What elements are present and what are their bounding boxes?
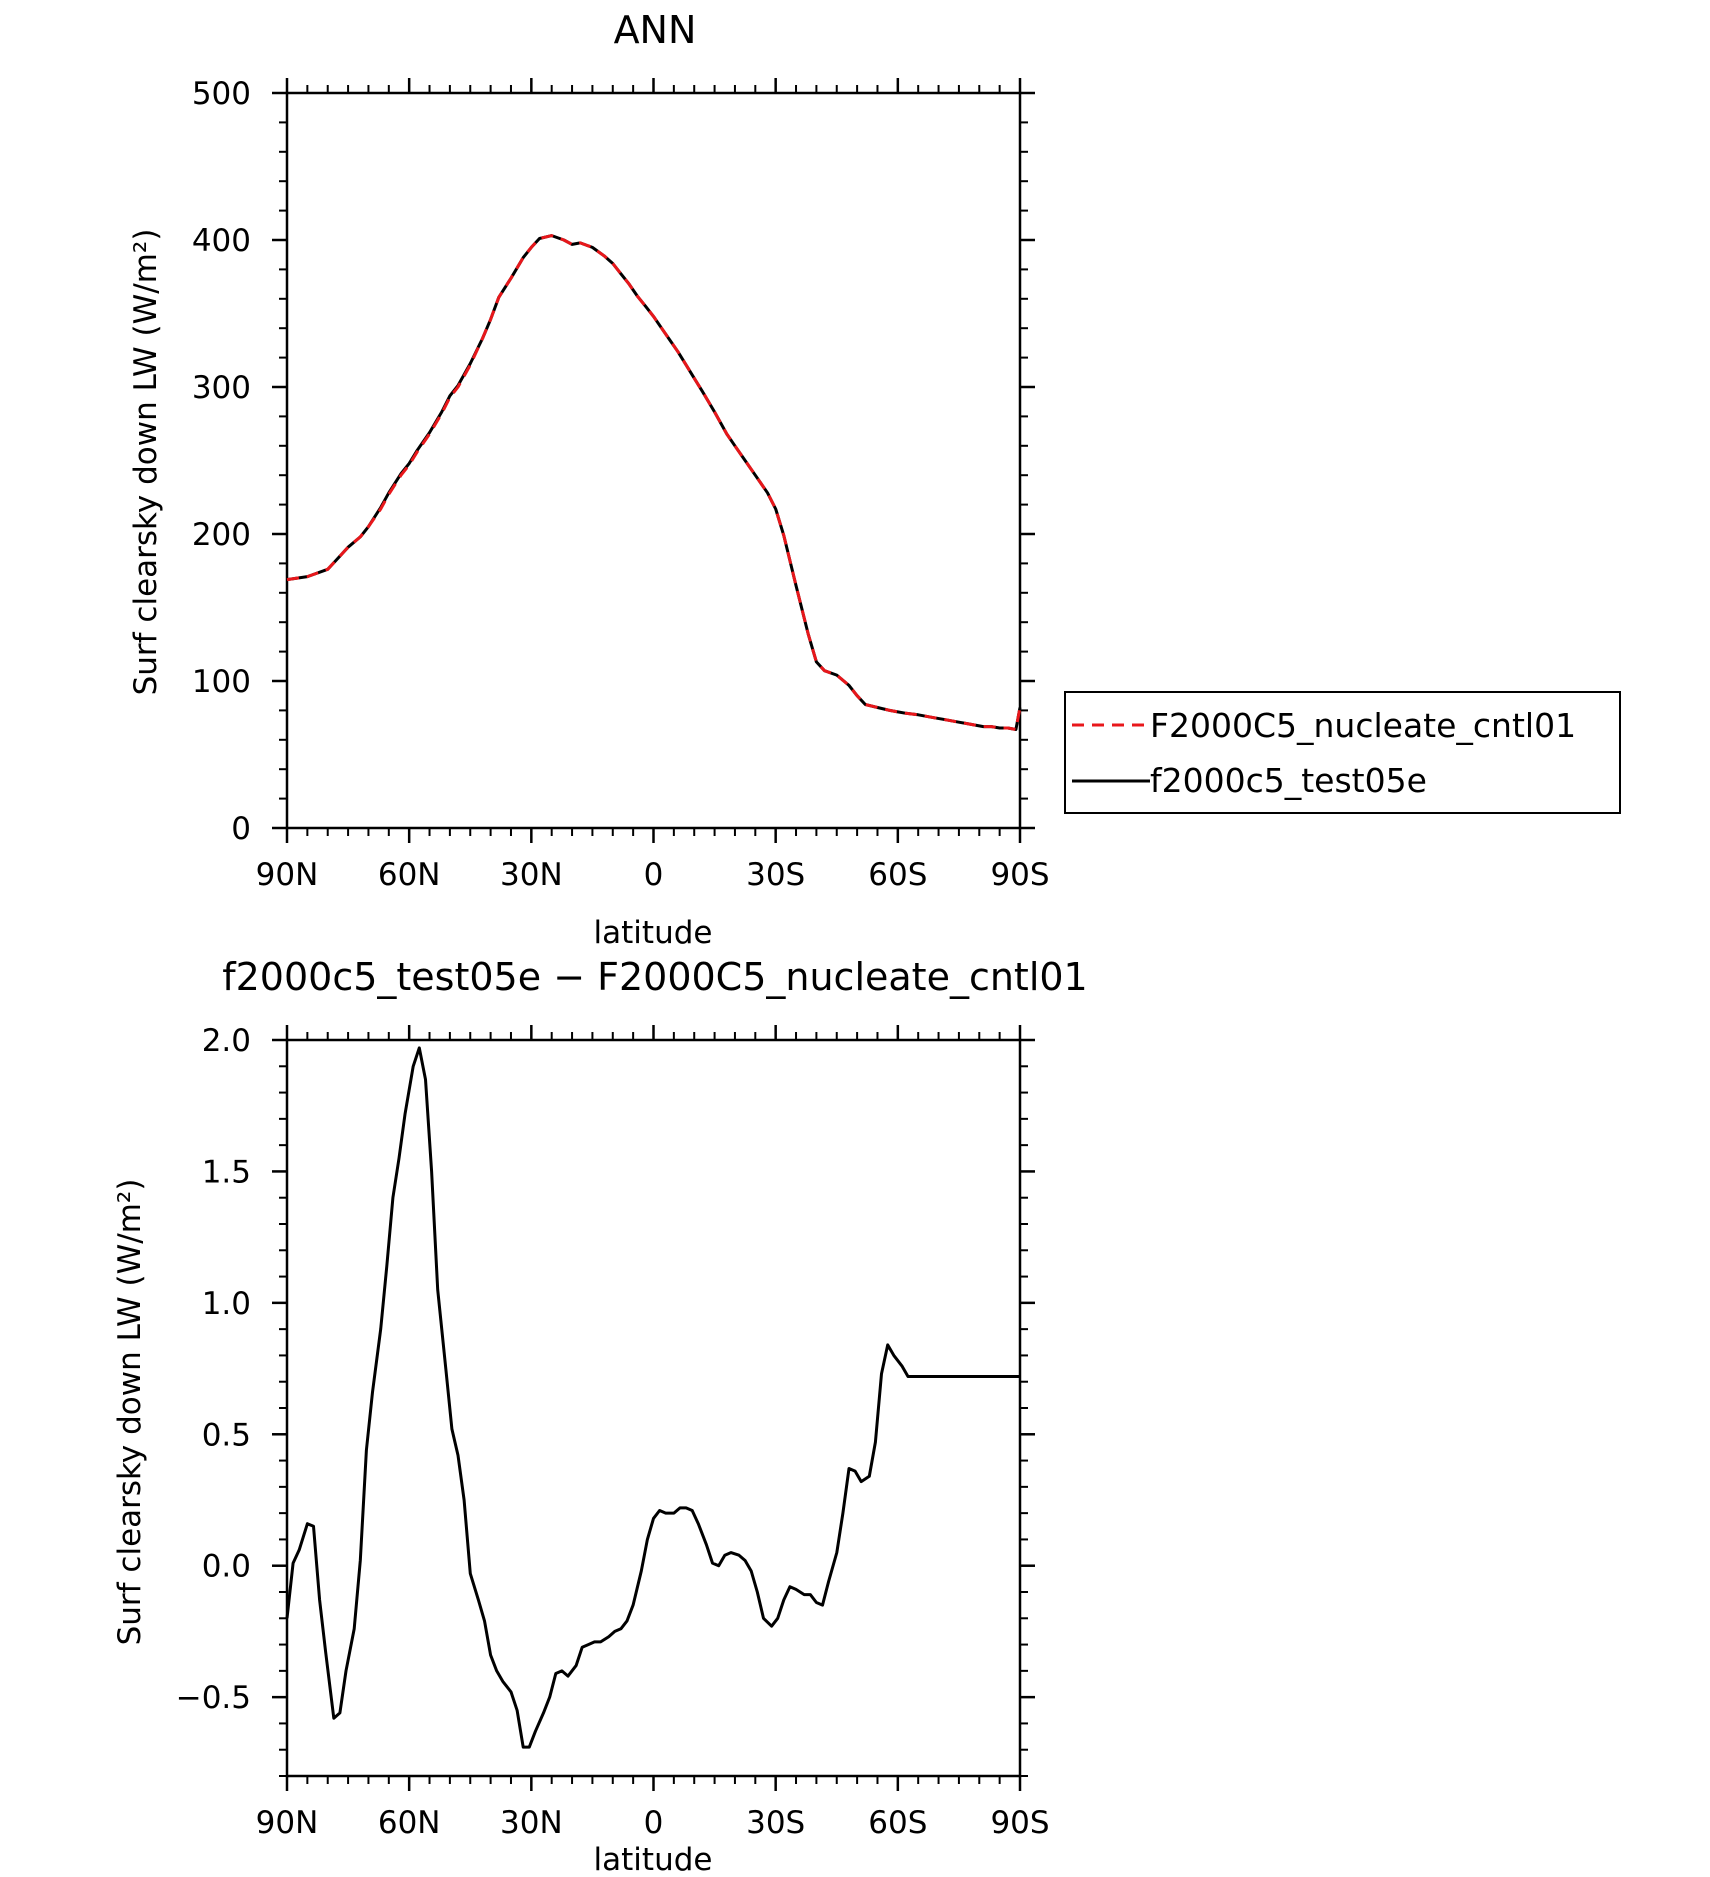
bottom-x-axis-label: latitude — [594, 1842, 713, 1877]
bottom-x-tick-label: 30S — [746, 1805, 805, 1841]
top-y-tick-label: 300 — [192, 370, 251, 406]
top-x-axis-label: latitude — [594, 915, 713, 951]
top-chart-title: ANN — [614, 8, 697, 52]
legend-box — [1064, 691, 1621, 814]
bottom-y-tick-label: −0.5 — [176, 1680, 251, 1716]
bottom-x-tick-label: 0 — [644, 1805, 664, 1841]
bottom-panel: f2000c5_test05e − F2000C5_nucleate_cntl0… — [112, 955, 1088, 1877]
legend-entry-test05e: f2000c5_test05e — [1150, 761, 1427, 800]
bottom-plot-frame — [285, 1038, 1022, 1778]
top-x-tick-label: 0 — [644, 857, 664, 893]
top-x-tick-label: 60N — [378, 857, 441, 893]
top-series-line-1 — [286, 234, 1022, 731]
top-x-tick-label: 30S — [746, 857, 805, 893]
bottom-ticks: 90N 60N 30N 0 30S 60S 90S −0.5 0.0 0.5 1.0 1.5 2.0 — [176, 1023, 1050, 1841]
bottom-x-tick-label: 90S — [990, 1805, 1049, 1841]
bottom-y-tick-label: 1.5 — [202, 1154, 251, 1190]
legend: F2000C5_nucleate_cntl01 f2000c5_test05e — [1064, 691, 1621, 814]
top-y-axis-label: Surf clearsky down LW (W/m²) — [128, 229, 164, 696]
bottom-y-tick-label: 1.0 — [202, 1286, 251, 1322]
bottom-chart-title: f2000c5_test05e − F2000C5_nucleate_cntl0… — [222, 955, 1087, 999]
top-x-tick-label: 90N — [256, 857, 319, 893]
bottom-y-tick-label: 0.0 — [202, 1549, 251, 1585]
top-series-line-0 — [286, 234, 1022, 731]
top-x-tick-label: 60S — [868, 857, 927, 893]
top-series — [286, 234, 1022, 731]
bottom-x-tick-label: 30N — [500, 1805, 563, 1841]
bottom-y-axis-label: Surf clearsky down LW (W/m²) — [112, 1179, 148, 1646]
top-y-tick-label: 200 — [192, 517, 251, 553]
bottom-y-tick-label: 2.0 — [202, 1023, 251, 1059]
legend-entry-cntl01: F2000C5_nucleate_cntl01 — [1150, 706, 1576, 745]
top-ticks: 90N 60N 30N 0 30S 60S 90S 0 100 200 300 400 500 — [192, 76, 1050, 893]
top-y-tick-label: 0 — [231, 811, 251, 847]
bottom-x-tick-label: 90N — [256, 1805, 319, 1841]
top-y-tick-label: 500 — [192, 76, 251, 112]
top-y-tick-label: 400 — [192, 223, 251, 259]
bottom-y-tick-label: 0.5 — [202, 1417, 251, 1453]
bottom-series — [285, 1046, 1020, 1749]
top-y-tick-label: 100 — [192, 664, 251, 700]
bottom-x-tick-label: 60N — [378, 1805, 441, 1841]
top-x-tick-label: 90S — [990, 857, 1049, 893]
top-plot-frame — [285, 91, 1022, 830]
top-x-tick-label: 30N — [500, 857, 563, 893]
top-panel: ANN 90N 60N 30N 0 30S 60S 90S0100200300400500 … — [128, 8, 1050, 951]
bottom-x-tick-label: 60S — [868, 1805, 927, 1841]
bottom-series-line-0 — [285, 1046, 1020, 1749]
